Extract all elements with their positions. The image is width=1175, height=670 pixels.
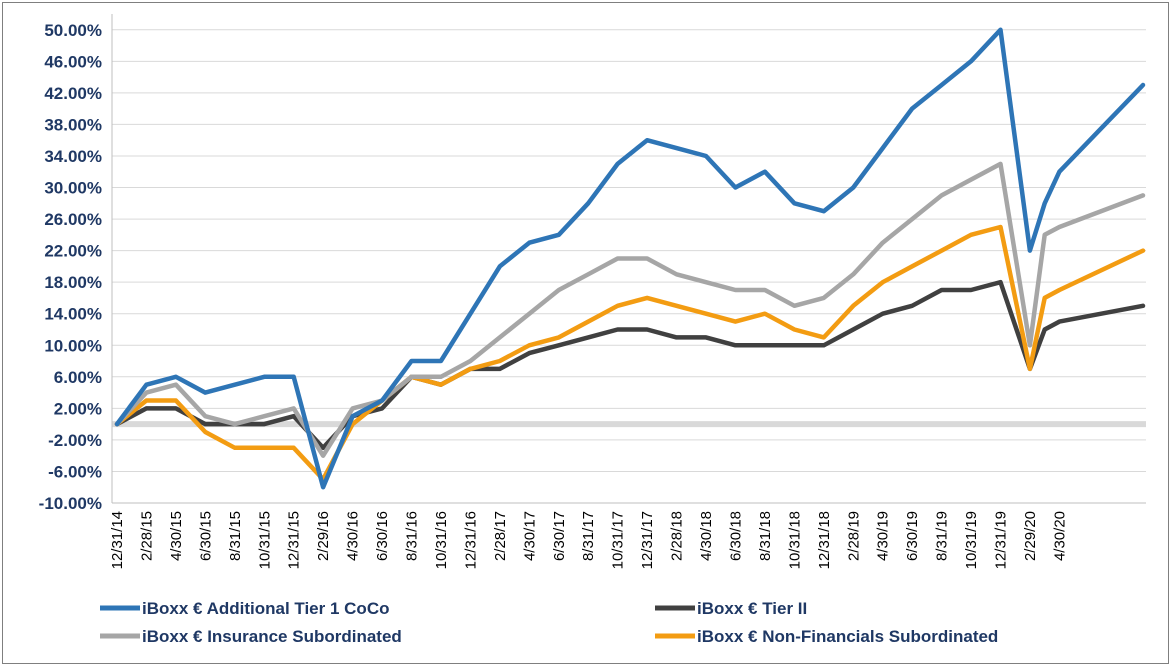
series-line-1 (114, 279, 1146, 451)
x-tick-label: 8/31/19 (934, 511, 951, 561)
y-tick-label: -6.00% (48, 462, 102, 481)
x-tick-label: 8/31/16 (404, 511, 421, 561)
y-tick-label: 22.00% (44, 242, 102, 261)
x-tick-label: 4/30/18 (698, 511, 715, 561)
x-tick-label: 2/29/20 (1022, 511, 1039, 561)
x-tick-label: 12/31/18 (816, 511, 833, 569)
series-line-3 (114, 224, 1146, 482)
x-tick-label: 6/30/17 (551, 511, 568, 561)
y-tick-label: 14.00% (44, 305, 102, 324)
legend-label-1: iBoxx € Tier II (697, 599, 807, 618)
x-tick-label: 10/31/15 (256, 511, 273, 569)
x-tick-label: 10/31/17 (610, 511, 627, 569)
legend-label-2: iBoxx € Insurance Subordinated (142, 627, 402, 646)
x-tick-label: 2/28/18 (669, 511, 686, 561)
x-tick-label: 12/31/16 (462, 511, 479, 569)
x-tick-label: 12/31/19 (993, 511, 1010, 569)
y-tick-label: 26.00% (44, 210, 102, 229)
x-tick-label: 12/31/15 (286, 511, 303, 569)
x-axis: 12/31/14 2/28/15 4/30/15 6/30/15 8/31/15 10/3… (109, 14, 1146, 569)
y-tick-label: 38.00% (44, 115, 102, 134)
x-tick-label: 2/29/16 (315, 511, 332, 561)
y-tick-label: -2.00% (48, 431, 102, 450)
y-tick-label: 34.00% (44, 147, 102, 166)
x-tick-label: 4/30/17 (521, 511, 538, 561)
x-tick-label: 2/28/15 (138, 511, 155, 561)
y-tick-label: -10.00% (39, 494, 102, 513)
series-line-2 (114, 161, 1146, 458)
gridlines (112, 29, 1146, 504)
x-tick-label: 6/30/15 (197, 511, 214, 561)
x-tick-label: 6/30/18 (727, 511, 744, 561)
x-tick-label: 8/31/15 (227, 511, 244, 561)
series-line-0 (114, 27, 1146, 490)
x-tick-label: 10/31/19 (963, 511, 980, 569)
x-tick-label: 12/31/14 (109, 511, 126, 569)
x-tick-label: 4/30/20 (1051, 511, 1068, 561)
y-tick-label: 42.00% (44, 84, 102, 103)
y-tick-label: 46.00% (44, 52, 102, 71)
y-tick-label: 10.00% (44, 336, 102, 355)
legend: iBoxx € Additional Tier 1 CoCo iBoxx € Ti… (100, 599, 998, 646)
x-tick-label: 2/28/19 (845, 511, 862, 561)
x-tick-label: 4/30/16 (345, 511, 362, 561)
x-tick-label: 8/31/18 (757, 511, 774, 561)
y-tick-label: 18.00% (44, 273, 102, 292)
x-tick-label: 8/31/17 (580, 511, 597, 561)
y-tick-label: 30.00% (44, 179, 102, 198)
x-tick-label: 6/30/19 (904, 511, 921, 561)
y-tick-label: 2.00% (54, 399, 102, 418)
y-tick-label: 6.00% (54, 368, 102, 387)
x-tick-label: 4/30/19 (875, 511, 892, 561)
legend-label-3: iBoxx € Non-Financials Subordinated (697, 627, 998, 646)
x-tick-label: 6/30/16 (374, 511, 391, 561)
legend-label-0: iBoxx € Additional Tier 1 CoCo (142, 599, 389, 618)
series-lines (114, 27, 1146, 490)
x-tick-label: 2/28/17 (492, 511, 509, 561)
x-tick-label: 10/31/16 (433, 511, 450, 569)
y-axis-ticks: -10.00% -6.00% -2.00% 2.00% 6.00% 10.00% 14.00… (39, 21, 102, 513)
x-tick-label: 4/30/15 (168, 511, 185, 561)
y-tick-label: 50.00% (44, 21, 102, 40)
x-tick-label: 12/31/17 (639, 511, 656, 569)
x-tick-label: 10/31/18 (786, 511, 803, 569)
